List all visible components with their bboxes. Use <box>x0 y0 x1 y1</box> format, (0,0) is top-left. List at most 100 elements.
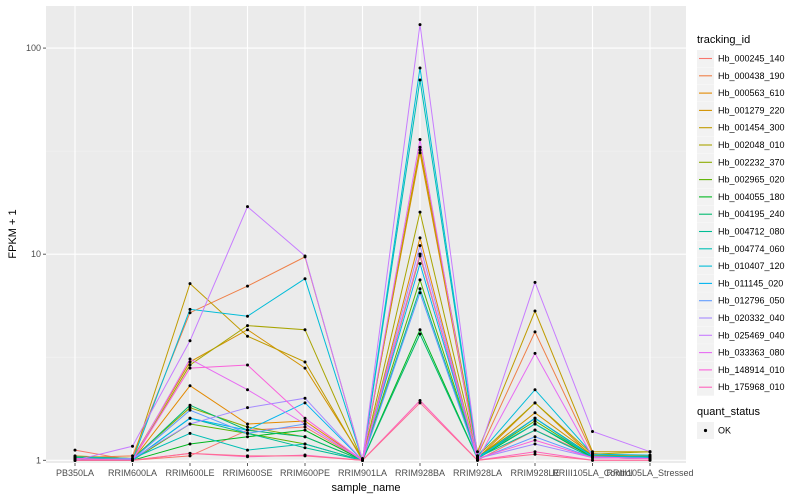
data-point <box>591 452 594 456</box>
data-point <box>73 448 77 452</box>
data-point <box>188 408 192 412</box>
y-tick-label: 1 <box>36 455 41 465</box>
data-point <box>246 428 249 432</box>
series-points <box>73 23 652 462</box>
data-point <box>303 277 307 281</box>
data-point <box>303 328 307 332</box>
data-point <box>533 452 537 456</box>
data-point <box>648 453 652 457</box>
x-axis-title: sample_name <box>331 482 400 494</box>
legend-shape-label: OK <box>718 426 731 436</box>
data-point <box>418 291 422 295</box>
legend-shape-point <box>703 428 708 433</box>
data-point <box>246 431 249 435</box>
data-point <box>303 360 307 364</box>
data-point <box>246 388 249 392</box>
data-point <box>131 458 134 462</box>
data-point <box>418 23 422 27</box>
data-point <box>303 422 307 426</box>
data-point <box>303 428 307 432</box>
legend-label: Hb_004195_240 <box>718 209 785 219</box>
data-point <box>246 422 249 426</box>
legend-label: Hb_010407_120 <box>718 261 785 271</box>
data-point <box>418 145 422 149</box>
data-point <box>303 416 307 420</box>
data-point <box>591 456 594 460</box>
data-point <box>188 363 192 367</box>
data-point <box>476 458 479 462</box>
x-tick-label: RRIM901LA <box>338 468 387 478</box>
data-point <box>188 406 192 410</box>
data-point <box>246 284 249 288</box>
data-point <box>188 360 192 364</box>
data-point <box>188 307 192 311</box>
legend-label: Hb_004712_080 <box>718 227 785 237</box>
data-point <box>303 454 307 458</box>
data-point <box>361 458 364 462</box>
data-point <box>476 454 479 458</box>
data-point <box>591 458 594 462</box>
x-tick-label: RRIM928BA <box>395 468 445 478</box>
legend-label: Hb_002965_020 <box>718 175 785 185</box>
data-point <box>533 428 537 432</box>
data-point <box>303 254 307 258</box>
data-point <box>418 262 422 266</box>
data-point <box>246 205 249 209</box>
data-point <box>188 282 192 286</box>
data-point <box>533 422 537 426</box>
data-point <box>591 429 594 433</box>
data-point <box>188 422 192 426</box>
x-tick-label: RRIII105LA_Stressed <box>606 468 693 478</box>
data-point <box>131 444 134 448</box>
data-point <box>246 448 249 452</box>
data-point <box>246 454 249 458</box>
data-point <box>246 328 249 332</box>
data-point <box>188 454 192 458</box>
data-point <box>303 419 307 423</box>
y-axis: 1 10 100 <box>26 43 46 465</box>
data-point <box>418 78 422 82</box>
data-point <box>591 450 594 454</box>
data-point <box>418 66 422 70</box>
data-point <box>533 280 537 284</box>
data-point <box>533 416 537 420</box>
data-point <box>533 401 537 405</box>
legend-label: Hb_000438_190 <box>718 71 785 81</box>
legend-label: Hb_020332_040 <box>718 313 785 323</box>
data-point <box>533 442 537 446</box>
data-point <box>418 332 422 336</box>
data-point <box>303 435 307 439</box>
x-tick-label: RRIM928LA <box>453 468 502 478</box>
data-point <box>188 384 192 388</box>
data-point <box>418 244 422 248</box>
data-point <box>188 451 192 455</box>
data-point <box>188 311 192 315</box>
data-point <box>533 309 537 313</box>
data-point <box>246 324 249 328</box>
data-point <box>246 314 249 318</box>
data-point <box>188 366 192 370</box>
data-point <box>303 446 307 450</box>
x-tick-label: RRIII105LA_Control <box>552 468 633 478</box>
data-point <box>418 287 422 291</box>
data-point <box>648 458 652 462</box>
legend-label: Hb_004774_060 <box>718 244 785 254</box>
data-point <box>188 403 192 407</box>
data-point <box>188 416 192 420</box>
data-point <box>131 454 134 458</box>
data-point <box>303 366 307 370</box>
legend-label: Hb_002048_010 <box>718 140 785 150</box>
legend-label: Hb_025469_040 <box>718 330 785 340</box>
data-point <box>418 210 422 214</box>
legend-shape-title: quant_status <box>697 406 760 418</box>
legend-label: Hb_002232_370 <box>718 157 785 167</box>
data-point <box>418 278 422 282</box>
data-point <box>246 435 249 439</box>
legend-title: tracking_id <box>697 34 750 46</box>
data-point <box>533 435 537 439</box>
data-point <box>418 148 422 152</box>
data-point <box>418 236 422 240</box>
data-point <box>533 438 537 442</box>
data-point <box>188 357 192 361</box>
data-point <box>418 398 422 402</box>
